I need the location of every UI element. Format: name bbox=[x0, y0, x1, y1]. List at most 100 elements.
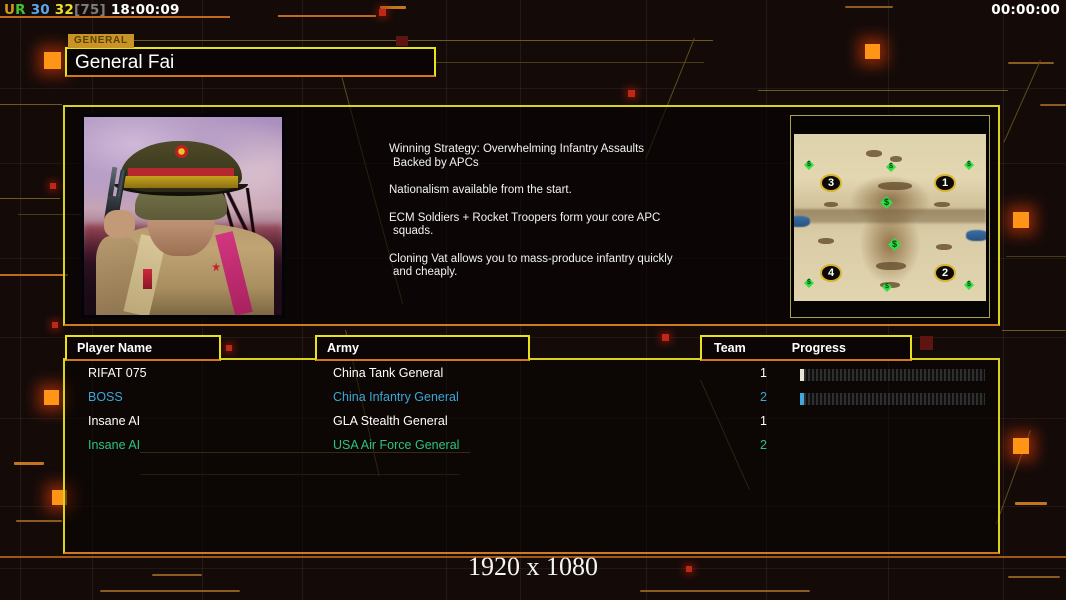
cell-player-name: Insane AI bbox=[88, 438, 141, 452]
resolution-label: 1920 x 1080 bbox=[468, 552, 598, 581]
bg-node bbox=[44, 390, 59, 405]
bg-node-small bbox=[662, 334, 669, 341]
minimap-supply-marker: $ bbox=[964, 280, 974, 290]
cell-team: 1 bbox=[760, 366, 767, 380]
minimap-supply-marker: $ bbox=[886, 162, 896, 172]
minimap-supply-marker: $ bbox=[964, 160, 974, 170]
column-header-label: Progress bbox=[791, 341, 846, 355]
match-timer: 00:00:00 bbox=[991, 2, 1060, 18]
cell-army: China Tank General bbox=[333, 366, 444, 380]
minimap-terrain bbox=[876, 262, 906, 270]
bg-node-small bbox=[226, 345, 232, 351]
bg-vline bbox=[1003, 0, 1004, 600]
table-top-rule bbox=[65, 358, 998, 360]
bg-hline bbox=[0, 337, 1066, 338]
bg-trace bbox=[374, 62, 704, 63]
status-bar-left: UR 30 32[75] 18:00:09 bbox=[4, 2, 180, 18]
cell-army: GLA Stealth General bbox=[333, 414, 448, 428]
description-line: Nationalism available from the start. bbox=[389, 184, 572, 196]
status-fps: 30 bbox=[30, 2, 50, 18]
cell-army: China Infantry General bbox=[333, 390, 459, 404]
progress-bar bbox=[800, 393, 985, 405]
minimap-frame[interactable]: 3 1 4 2 $ $ $ $ $ $ $ $ bbox=[790, 115, 990, 318]
description-line: and cheaply. bbox=[393, 266, 458, 278]
description-paragraph: Winning Strategy: Overwhelming Infantry … bbox=[387, 143, 717, 170]
description-line: Winning Strategy: Overwhelming Infantry … bbox=[389, 143, 645, 155]
status-r: R bbox=[15, 2, 26, 18]
bg-dash bbox=[845, 6, 893, 8]
status-bracket: [75] bbox=[73, 2, 106, 18]
bg-dash bbox=[380, 6, 406, 9]
status-u: U bbox=[4, 2, 16, 18]
column-header-player-name[interactable]: Player Name bbox=[65, 335, 221, 361]
bg-trace bbox=[278, 15, 376, 17]
bg-diagonal bbox=[1003, 60, 1041, 143]
column-header-label: Army bbox=[327, 341, 359, 355]
minimap-start-position[interactable]: 3 bbox=[820, 174, 842, 192]
portrait-cap-band bbox=[123, 176, 239, 189]
bg-vline bbox=[20, 0, 21, 600]
cell-team: 2 bbox=[760, 438, 767, 452]
player-table: RIFAT 075 China Tank General 1 BOSS Chin… bbox=[63, 358, 1000, 554]
portrait-cap-stripe bbox=[127, 168, 235, 177]
table-row[interactable]: RIFAT 075 China Tank General 1 bbox=[65, 366, 998, 390]
bg-node-dark bbox=[396, 36, 408, 46]
minimap-terrain bbox=[878, 182, 912, 190]
portrait-cap-emblem bbox=[175, 144, 189, 158]
cell-progress bbox=[800, 393, 985, 405]
bg-node-small bbox=[50, 183, 56, 189]
minimap-terrain bbox=[818, 238, 834, 244]
bg-node-small bbox=[686, 566, 692, 572]
bg-dash bbox=[1008, 576, 1060, 578]
status-clock: 18:00:09 bbox=[110, 2, 180, 18]
table-row[interactable]: Insane AI GLA Stealth General 1 bbox=[65, 414, 998, 438]
bg-trace bbox=[96, 40, 516, 41]
bg-node-small bbox=[628, 90, 635, 97]
minimap-water bbox=[966, 230, 986, 241]
portrait-hand bbox=[103, 210, 136, 238]
progress-bar-fill bbox=[800, 369, 804, 381]
minimap[interactable]: 3 1 4 2 $ $ $ $ $ $ $ $ bbox=[794, 134, 986, 301]
cell-team: 2 bbox=[760, 390, 767, 404]
cell-player-name: RIFAT 075 bbox=[88, 366, 147, 380]
bg-node bbox=[865, 44, 880, 59]
bg-hline bbox=[0, 88, 1066, 89]
bg-node-small bbox=[379, 9, 386, 16]
minimap-terrain bbox=[824, 202, 838, 207]
bg-trace bbox=[0, 104, 62, 105]
bg-dash bbox=[14, 462, 44, 465]
minimap-river bbox=[794, 209, 986, 223]
column-header-army[interactable]: Army bbox=[315, 335, 530, 361]
portrait-star-badge bbox=[211, 262, 221, 272]
minimap-start-position[interactable]: 2 bbox=[934, 264, 956, 282]
progress-bar-fill bbox=[800, 393, 804, 405]
minimap-water bbox=[794, 216, 810, 227]
general-name: General Fai bbox=[75, 52, 175, 73]
column-header-team-progress[interactable]: Team Progress bbox=[700, 335, 912, 361]
description-paragraph: ECM Soldiers + Rocket Troopers form your… bbox=[387, 212, 717, 239]
minimap-terrain bbox=[934, 202, 950, 207]
cell-player-name: Insane AI bbox=[88, 414, 141, 428]
description-paragraph: Cloning Vat allows you to mass-produce i… bbox=[387, 253, 717, 280]
minimap-terrain bbox=[890, 156, 902, 162]
bg-trace bbox=[0, 198, 60, 199]
description-line: ECM Soldiers + Rocket Troopers form your… bbox=[389, 211, 661, 224]
table-row[interactable]: BOSS China Infantry General 2 bbox=[65, 390, 998, 414]
description-line: Backed by APCs bbox=[393, 156, 479, 169]
progress-bar bbox=[800, 369, 985, 381]
bg-trace bbox=[758, 90, 1008, 91]
status-bar: UR 30 32[75] 18:00:09 00:00:00 bbox=[0, 0, 1066, 20]
general-info-panel: Winning Strategy: Overwhelming Infantry … bbox=[63, 105, 1000, 326]
minimap-start-position[interactable]: 1 bbox=[934, 174, 956, 192]
bg-dash bbox=[1015, 502, 1047, 505]
table-row[interactable]: Insane AI USA Air Force General 2 bbox=[65, 438, 998, 462]
cell-progress bbox=[800, 369, 985, 381]
minimap-start-position[interactable]: 4 bbox=[820, 264, 842, 282]
bg-dash bbox=[1040, 104, 1066, 106]
minimap-supply-marker: $ bbox=[882, 282, 892, 292]
general-portrait bbox=[81, 114, 285, 318]
bg-trace bbox=[0, 16, 230, 18]
minimap-supply-marker: $ bbox=[880, 196, 893, 209]
bg-trace bbox=[0, 556, 1066, 558]
description-paragraph: Nationalism available from the start. bbox=[387, 184, 717, 198]
